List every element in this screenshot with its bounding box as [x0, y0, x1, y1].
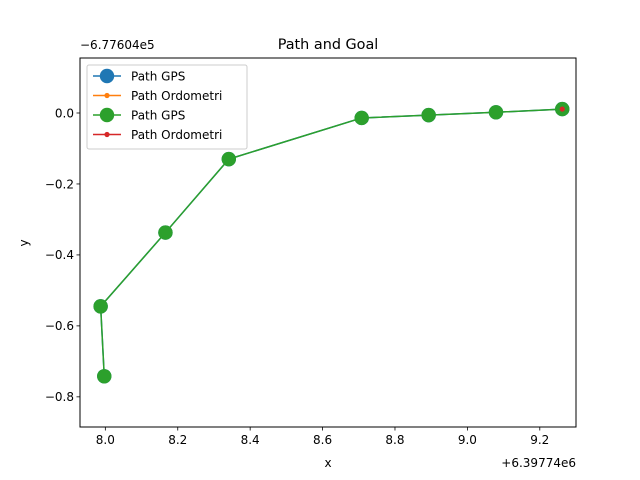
y-tick-label: −0.2 — [45, 177, 74, 191]
y-tick-label: −0.6 — [45, 319, 74, 333]
y-tick-label: 0.0 — [55, 106, 74, 120]
y-axis-label: y — [17, 239, 31, 246]
legend-label: Path Ordometri — [131, 89, 222, 103]
x-axis-label: x — [324, 456, 331, 470]
legend-label: Path GPS — [131, 69, 185, 83]
legend-box — [86, 64, 248, 150]
data-point — [221, 151, 236, 167]
data-point — [559, 106, 565, 112]
series-3 — [93, 101, 570, 384]
data-point — [158, 225, 173, 240]
data-point — [421, 107, 436, 123]
plot-frame — [79, 57, 577, 428]
series-layer — [93, 101, 570, 384]
x-tick-label: 8.6 — [313, 433, 332, 447]
y-tick-label: −0.8 — [45, 390, 74, 404]
legend-label: Path GPS — [131, 108, 185, 122]
legend-label: Path Ordometri — [131, 128, 222, 142]
x-tick-label: 9.0 — [458, 433, 477, 447]
legend-marker — [99, 68, 115, 84]
data-point — [97, 369, 112, 384]
y-offset-label: −6.77604e5 — [80, 38, 155, 52]
data-point — [93, 299, 108, 314]
series-4 — [559, 106, 565, 112]
x-tick-label: 8.4 — [241, 433, 260, 447]
data-point — [488, 105, 504, 120]
legend-marker — [104, 92, 110, 99]
y-axis: 0.0 −0.2 −0.4 −0.6 −0.8 — [45, 106, 80, 404]
x-tick-label: 8.0 — [96, 433, 115, 447]
series-line — [99, 108, 563, 377]
data-point — [354, 110, 369, 126]
legend-item: Path GPS — [93, 107, 185, 123]
x-tick-label: 9.2 — [530, 433, 549, 447]
legend-item: Path Ordometri — [93, 128, 222, 142]
legend-item: Path Ordometri — [93, 89, 222, 103]
legend-item: Path GPS — [93, 68, 185, 84]
chart-title: Path and Goal — [278, 37, 379, 53]
legend-marker — [99, 107, 115, 123]
x-tick-label: 8.8 — [385, 433, 404, 447]
y-tick-label: −0.4 — [45, 248, 74, 262]
x-offset-label: +6.39774e6 — [501, 456, 576, 470]
x-axis: 8.0 8.2 8.4 8.6 8.8 9.0 9.2 — [96, 427, 549, 447]
x-tick-label: 8.2 — [168, 433, 187, 447]
legend: Path GPS Path Ordometri Path GPS Path Ordom… — [86, 64, 248, 150]
legend-marker — [104, 131, 110, 138]
